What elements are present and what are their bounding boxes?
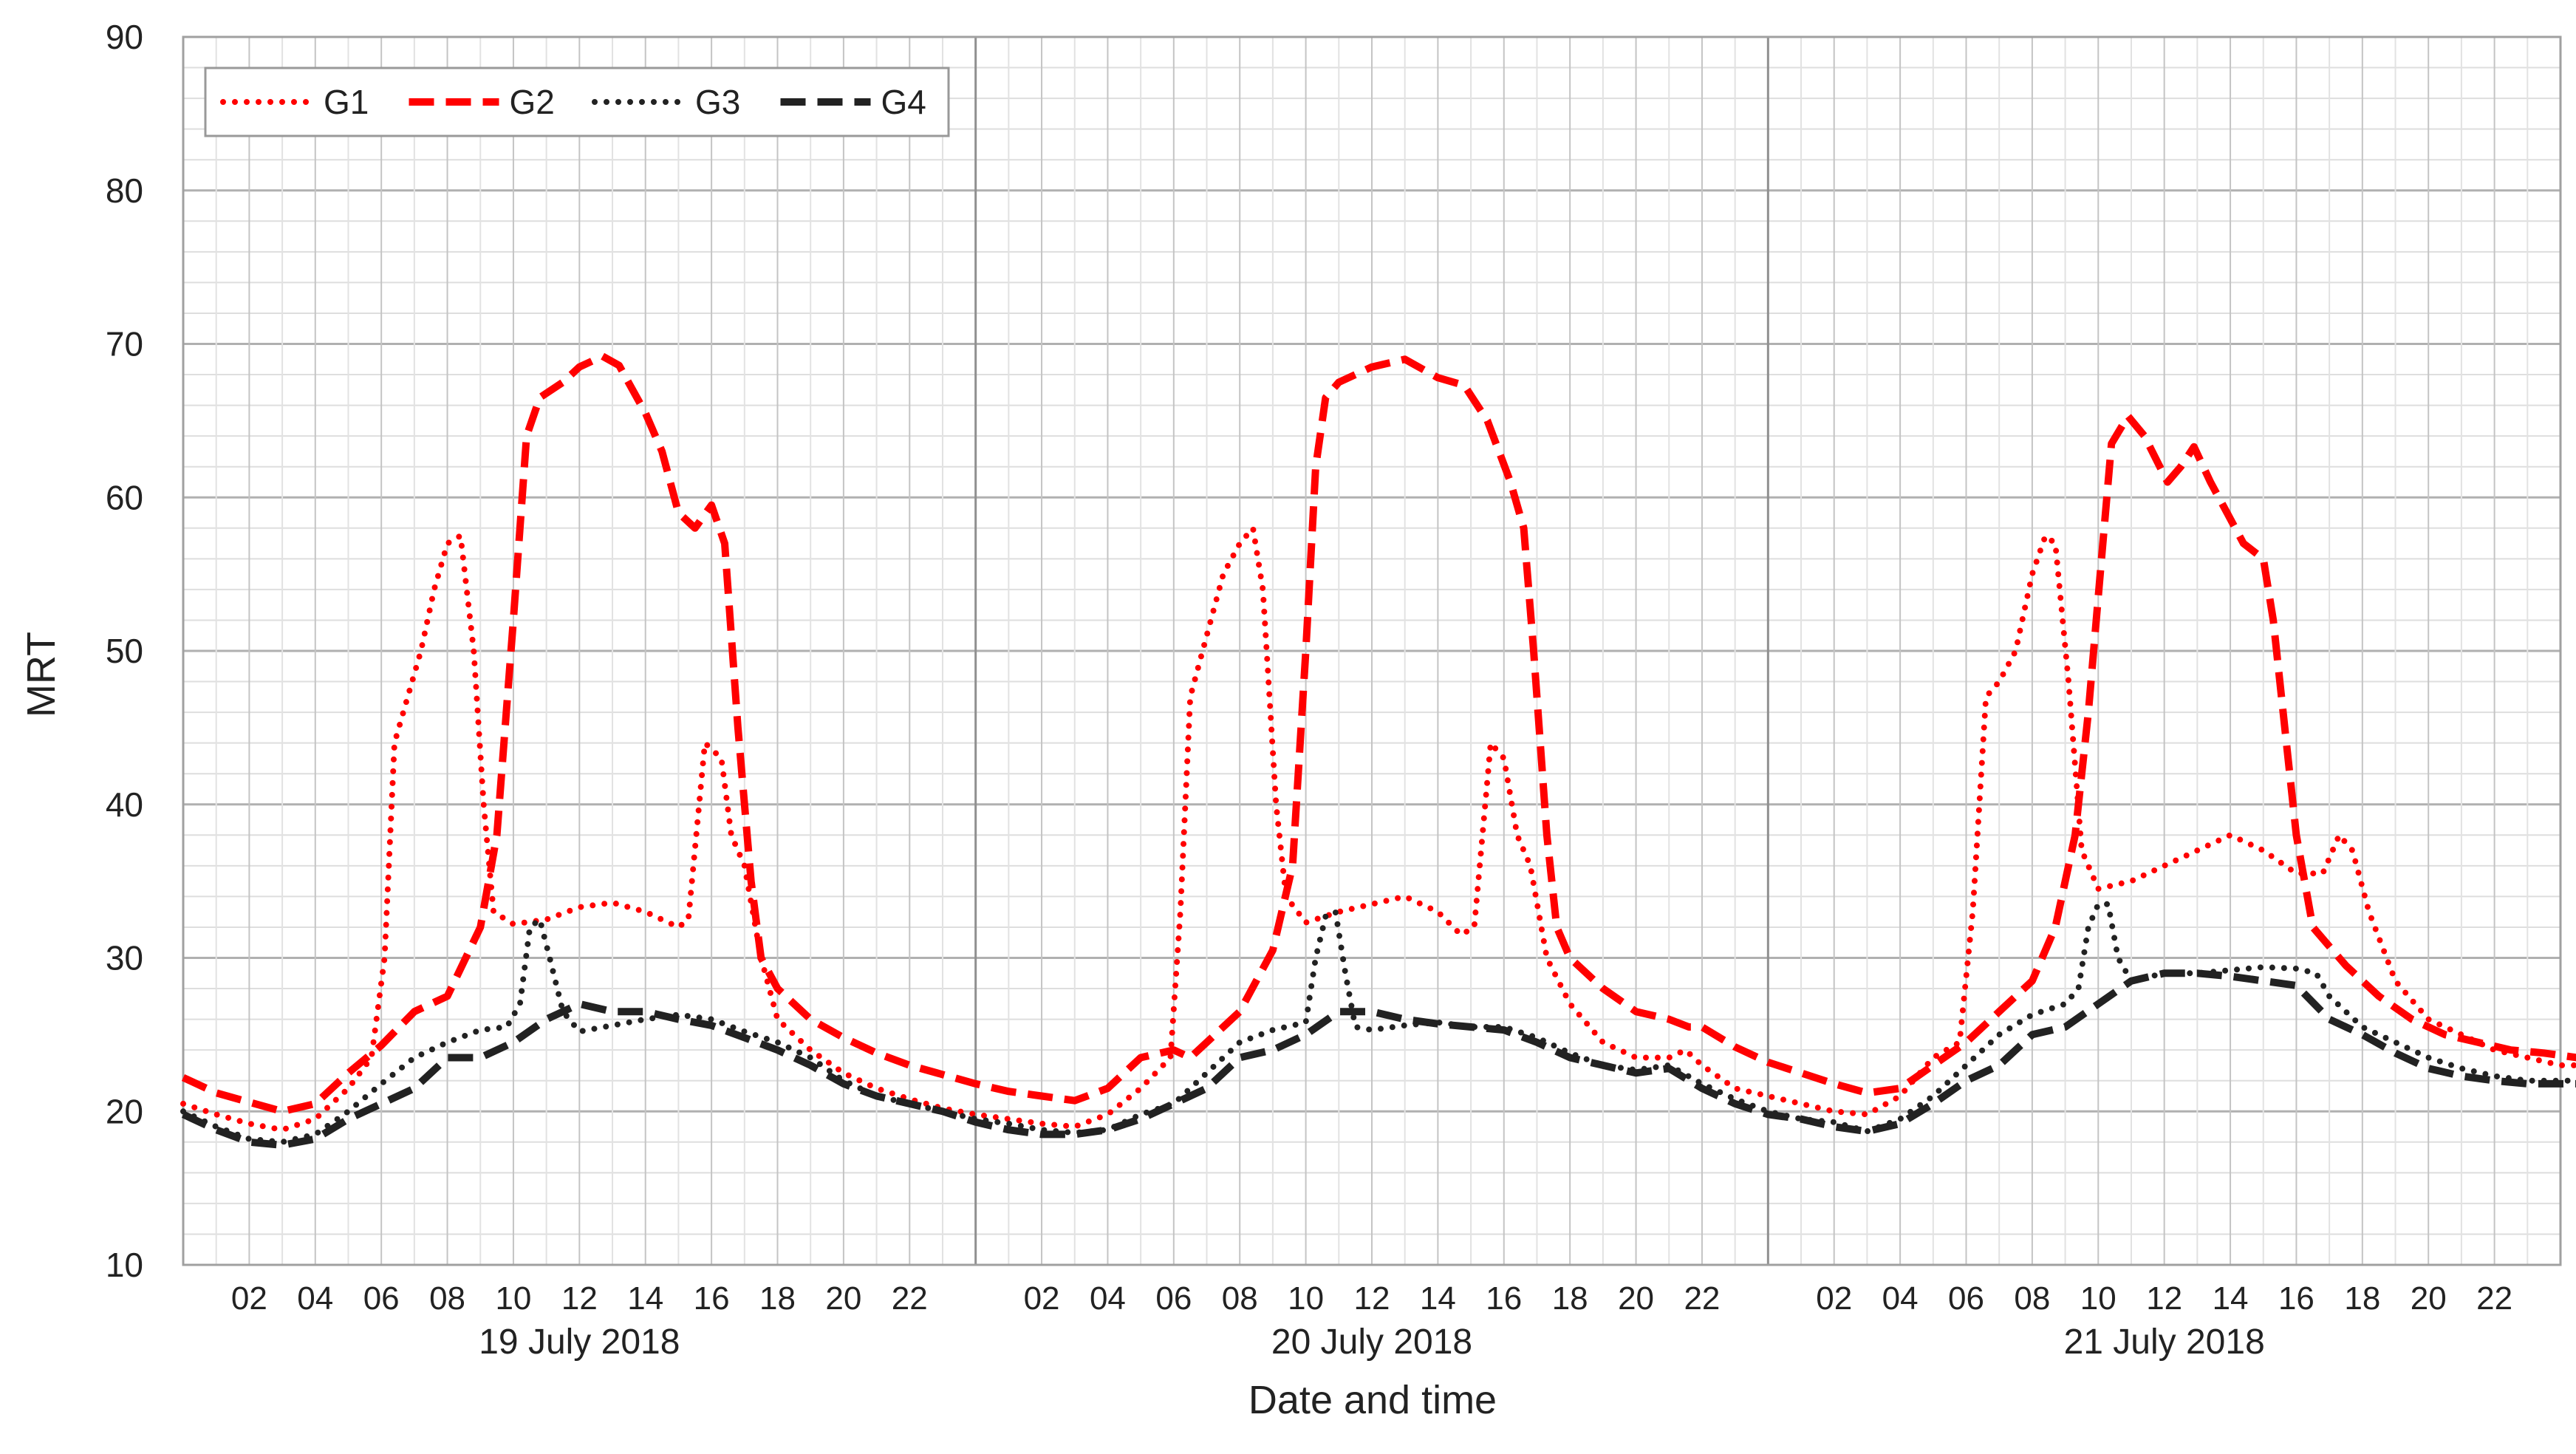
y-tick-label: 20 xyxy=(106,1092,143,1130)
y-tick-label: 70 xyxy=(106,325,143,364)
x-tick-label: 22 xyxy=(1684,1280,1720,1317)
series-line-g2 xyxy=(181,352,2576,1116)
legend-label-g3: G3 xyxy=(695,83,740,121)
x-tick-label: 18 xyxy=(759,1280,796,1317)
y-tick-label: 10 xyxy=(106,1246,143,1284)
y-tick-label: 50 xyxy=(106,632,143,670)
x-tick-label: 06 xyxy=(1155,1280,1192,1317)
x-tick-label: 22 xyxy=(2476,1280,2512,1317)
x-tick-label: 10 xyxy=(495,1280,531,1317)
y-tick-label: 80 xyxy=(106,171,143,210)
x-tick-label: 14 xyxy=(627,1280,663,1317)
x-tick-label: 14 xyxy=(2213,1280,2249,1317)
x-tick-label: 02 xyxy=(1024,1280,1060,1317)
x-tick-label: 08 xyxy=(2014,1280,2050,1317)
legend-label-g2: G2 xyxy=(510,83,555,121)
x-tick-label: 06 xyxy=(1948,1280,1984,1317)
x-tick-label: 18 xyxy=(1552,1280,1588,1317)
day-label: 21 July 2018 xyxy=(2064,1322,2265,1362)
legend: G1 G2 G3 G4 xyxy=(204,66,950,137)
x-tick-label: 06 xyxy=(363,1280,400,1317)
x-tick-label: 10 xyxy=(2080,1280,2117,1317)
x-tick-label: 12 xyxy=(1354,1280,1390,1317)
day-label: 20 July 2018 xyxy=(1271,1322,1472,1362)
x-tick-label: 02 xyxy=(231,1280,267,1317)
x-tick-label: 14 xyxy=(1420,1280,1456,1317)
y-tick-label: 60 xyxy=(106,478,143,516)
x-tick-label: 02 xyxy=(1816,1280,1852,1317)
x-axis-title: Date and time xyxy=(1248,1378,1497,1422)
x-tick-label: 18 xyxy=(2344,1280,2380,1317)
grid-lines xyxy=(182,35,2562,1266)
series-lines xyxy=(180,352,2576,1149)
x-tick-label: 20 xyxy=(2411,1280,2447,1317)
x-tick-label: 04 xyxy=(1882,1280,1919,1317)
legend-label-g4: G4 xyxy=(881,83,926,121)
series-line-g4 xyxy=(181,969,2576,1149)
x-tick-label: 16 xyxy=(2278,1280,2314,1317)
day-label: 19 July 2018 xyxy=(479,1322,680,1362)
x-tick-label: 10 xyxy=(1288,1280,1324,1317)
x-tick-label: 12 xyxy=(2146,1280,2182,1317)
x-tick-label: 16 xyxy=(694,1280,730,1317)
series-line-g3 xyxy=(180,901,2576,1145)
x-tick-label: 08 xyxy=(1222,1280,1258,1317)
x-tick-label: 20 xyxy=(1618,1280,1654,1317)
y-tick-label: 40 xyxy=(106,785,143,824)
x-tick-label: 16 xyxy=(1486,1280,1522,1317)
y-axis-title: MRT xyxy=(19,632,64,717)
y-tick-label: 90 xyxy=(106,18,143,56)
axes: 10 20 30 40 50 60 70 80 90 02 04 06 08 10 12 14 16 18 20 22… xyxy=(106,18,2562,1362)
legend-label-g1: G1 xyxy=(324,83,369,121)
x-tick-label: 04 xyxy=(1090,1280,1126,1317)
plot-frame xyxy=(182,35,2562,1266)
x-tick-label: 12 xyxy=(561,1280,598,1317)
x-tick-label: 08 xyxy=(429,1280,465,1317)
x-tick-label: 04 xyxy=(297,1280,333,1317)
y-tick-label: 30 xyxy=(106,939,143,977)
x-tick-label: 20 xyxy=(825,1280,861,1317)
x-tick-label: 22 xyxy=(892,1280,928,1317)
